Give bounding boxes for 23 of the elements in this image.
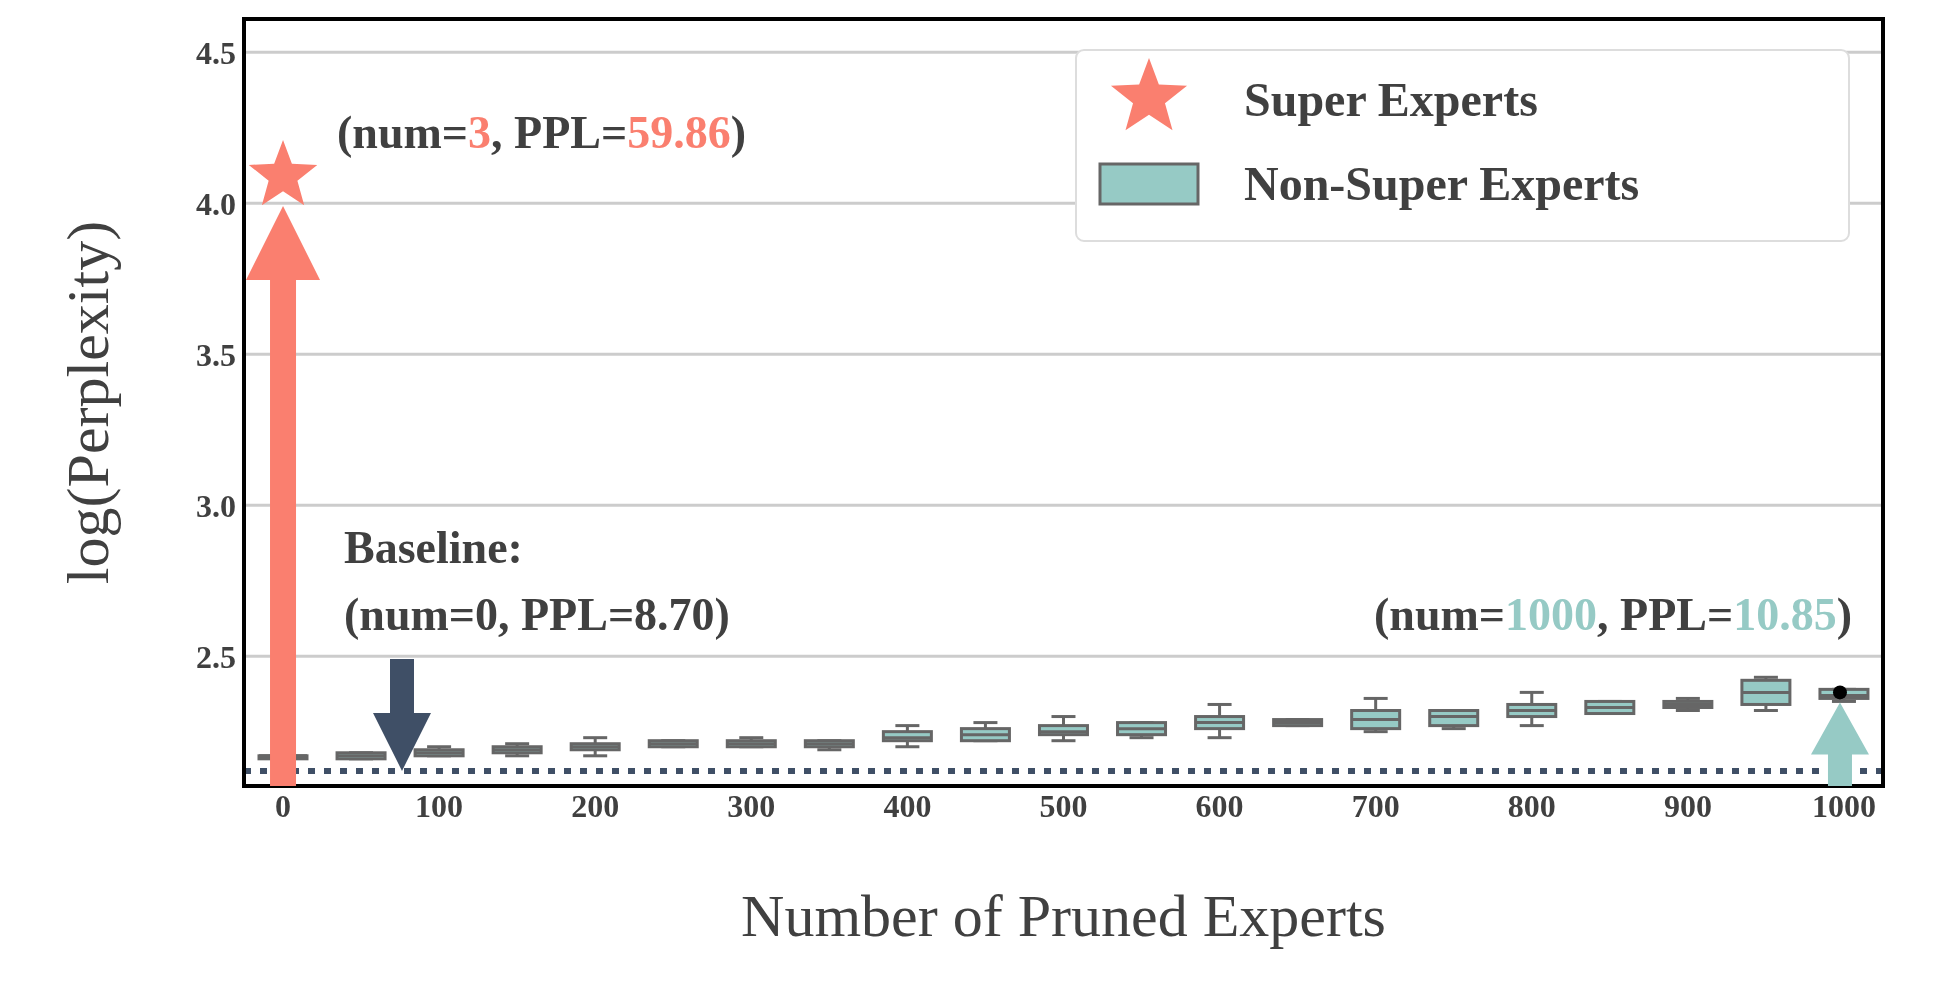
x-tick-label: 700 xyxy=(1351,787,1400,824)
x-tick-label: 800 xyxy=(1507,787,1556,824)
x-tick-label: 300 xyxy=(727,787,776,824)
y-tick-label: 3.5 xyxy=(196,336,236,373)
y-tick-label: 4.0 xyxy=(196,185,236,222)
x-tick-label: 1000 xyxy=(1811,787,1876,824)
x-tick-label: 200 xyxy=(571,787,620,824)
x-tick-label: 500 xyxy=(1039,787,1088,824)
x-tick-label: 600 xyxy=(1195,787,1244,824)
x-tick-label: 0 xyxy=(275,787,292,824)
annotation: (num=3, PPL=59.86) xyxy=(337,107,746,159)
x-tick-label: 100 xyxy=(415,787,464,824)
y-tick-label: 4.5 xyxy=(196,34,236,71)
x-axis-title: Number of Pruned Experts xyxy=(741,883,1386,949)
x-tick-label: 900 xyxy=(1663,787,1712,824)
legend-label: Super Experts xyxy=(1244,73,1538,126)
y-tick-label: 2.5 xyxy=(196,638,236,675)
annotation: Baseline: (num=0, PPL=8.70) xyxy=(344,521,730,640)
annotation: (num=1000, PPL=10.85) xyxy=(1374,589,1852,641)
legend-label: Non-Super Experts xyxy=(1244,157,1640,210)
x-tick-label: 400 xyxy=(883,787,932,824)
y-axis-title: log(Perplexity) xyxy=(55,220,121,585)
y-tick-label: 3.0 xyxy=(196,487,236,524)
